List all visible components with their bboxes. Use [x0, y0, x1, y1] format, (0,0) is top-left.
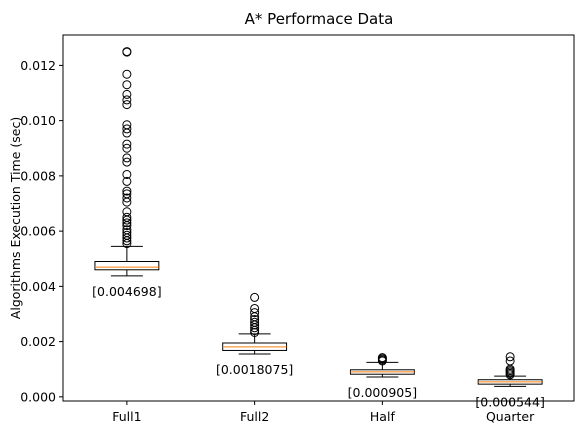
y-tick-label: 0.012	[20, 58, 56, 73]
chart-title: A* Performace Data	[245, 10, 394, 28]
median-value-label: [0.0018075]	[216, 362, 293, 377]
outlier-point	[250, 327, 260, 337]
outlier-point	[122, 69, 132, 79]
median-value-label: [0.000905]	[348, 385, 417, 400]
box-group-full2: [0.0018075]	[216, 292, 293, 377]
outlier-point	[250, 323, 260, 333]
outlier-point	[122, 169, 132, 179]
box-group-full1: [0.004698]	[92, 47, 162, 299]
y-tick-label: 0.010	[20, 113, 56, 128]
outlier-point	[250, 308, 260, 318]
y-tick-label: 0.006	[20, 224, 56, 239]
y-tick-label: 0.000	[20, 389, 56, 404]
outlier-point	[122, 80, 132, 90]
outlier-point	[122, 218, 132, 228]
outlier-point	[122, 95, 132, 105]
outlier-point	[377, 356, 387, 366]
outlier-point	[122, 124, 132, 134]
outlier-point	[122, 153, 132, 163]
y-axis-label: Algorithms Execution Time (sec)	[8, 117, 23, 319]
box-group-half: [0.000905]	[348, 353, 417, 400]
outlier-point	[122, 221, 132, 231]
outlier-point	[122, 193, 132, 203]
outlier-point	[505, 370, 515, 380]
outlier-point	[122, 47, 132, 57]
outlier-point	[122, 128, 132, 138]
outlier-point	[505, 352, 515, 362]
x-tick-label: Half	[370, 409, 396, 424]
y-tick-label: 0.002	[20, 334, 56, 349]
outlier-point	[122, 236, 132, 246]
x-tick-label: Full2	[240, 409, 269, 424]
x-tick-label: Quarter	[486, 409, 535, 424]
outlier-point	[122, 233, 132, 243]
plot-area: [0.004698][0.0018075][0.000905][0.000544…	[92, 47, 545, 409]
outlier-point	[122, 139, 132, 149]
outlier-point	[122, 215, 132, 225]
outlier-point	[250, 320, 260, 330]
outlier-point	[122, 89, 132, 99]
x-tick-label: Full1	[112, 409, 141, 424]
outlier-point	[122, 100, 132, 110]
plot-frame	[62, 34, 575, 402]
outlier-point	[122, 186, 132, 196]
y-tick-label: 0.004	[20, 279, 56, 294]
outlier-point	[122, 157, 132, 167]
median-value-label: [0.004698]	[92, 284, 161, 299]
outlier-point	[122, 176, 132, 186]
outlier-point	[122, 143, 132, 153]
iqr-box	[94, 261, 160, 271]
outlier-point	[250, 292, 260, 302]
y-tick-label: 0.008	[20, 168, 56, 183]
outlier-point	[122, 239, 132, 249]
outlier-point	[122, 197, 132, 207]
